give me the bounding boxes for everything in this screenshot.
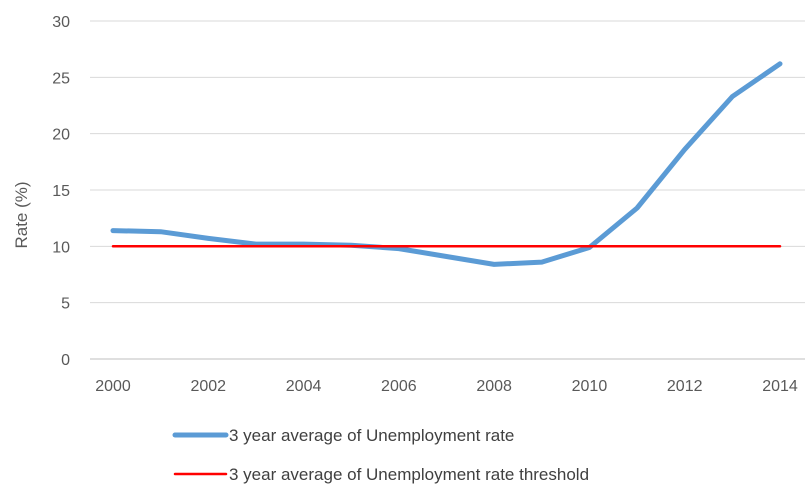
series-lines [110,61,783,267]
x-tick-label-2014: 2014 [762,378,798,395]
y-tick-label-0: 0 [61,352,70,369]
gridlines [90,20,805,304]
y-tick-label-15: 15 [52,183,70,200]
legend: 3 year average of Unemployment rate 3 yea… [172,426,589,484]
y-tick-label-25: 25 [52,70,70,87]
y-tick-label-30: 30 [52,14,70,31]
legend-label-unemployment-rate: 3 year average of Unemployment rate [229,426,514,445]
y-tick-label-20: 20 [52,127,70,144]
legend-label-threshold: 3 year average of Unemployment rate thre… [229,465,589,484]
x-tick-label-2002: 2002 [190,378,226,395]
y-tick-label-5: 5 [61,296,70,313]
series-line-unemployment-rate [110,61,783,267]
y-axis-title: Rate (%) [12,181,31,248]
x-tick-label-2006: 2006 [381,378,417,395]
x-tick-label-2008: 2008 [476,378,512,395]
x-tick-label-2000: 2000 [95,378,131,395]
y-tick-label-10: 10 [52,239,70,256]
axes: 0 5 10 15 20 25 30 2000 2002 2004 2006 2008 2010 2012… [52,14,805,395]
x-tick-label-2012: 2012 [667,378,703,395]
x-tick-label-2010: 2010 [572,378,608,395]
x-tick-label-2004: 2004 [286,378,322,395]
